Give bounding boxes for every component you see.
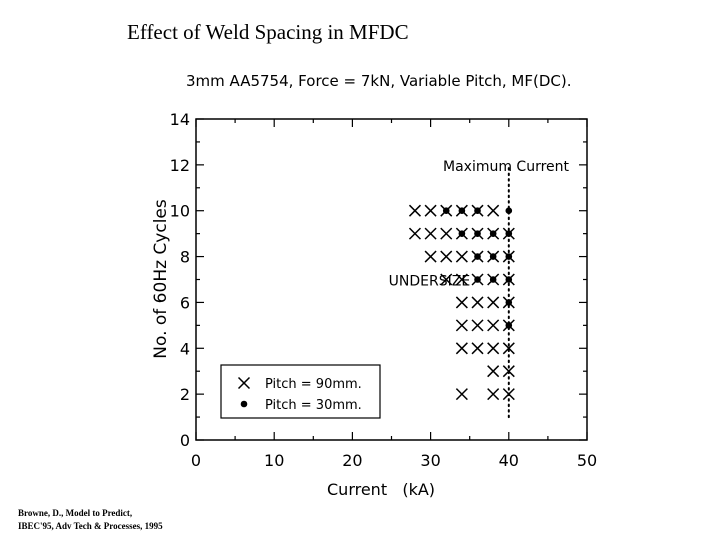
y-tick-label: 2 xyxy=(180,385,190,404)
dot-marker-point xyxy=(505,276,513,283)
x-marker-point xyxy=(487,342,500,355)
y-axis-label: No. of 60Hz Cycles xyxy=(151,199,171,359)
citation-line-2: IBEC'95, Adv Tech & Processes, 1995 xyxy=(18,521,163,531)
x-marker-point xyxy=(440,227,453,240)
y-tick-label: 6 xyxy=(180,293,190,312)
x-axis-label: Current (kA) xyxy=(327,480,435,499)
x-marker-point xyxy=(455,273,468,286)
citation-line-1: Browne, D., Model to Predict, xyxy=(18,508,133,518)
x-marker-point xyxy=(455,342,468,355)
x-marker-point xyxy=(424,250,437,263)
chart-title: 3mm AA5754, Force = 7kN, Variable Pitch,… xyxy=(186,72,571,90)
x-marker-point xyxy=(440,250,453,263)
x-marker-point xyxy=(455,388,468,401)
slide-title: Effect of Weld Spacing in MFDC xyxy=(127,20,409,44)
axis-ticks xyxy=(195,118,588,441)
dot-marker-point xyxy=(505,253,513,260)
annotations: Maximum Current UNDERSIZE xyxy=(389,159,570,290)
undersize-annotation: UNDERSIZE xyxy=(389,274,471,290)
x-tick-label: 40 xyxy=(499,451,519,470)
dot-marker-point xyxy=(474,230,481,237)
dot-marker-point xyxy=(489,276,497,283)
x-marker-point xyxy=(455,296,468,309)
dot-marker-point xyxy=(489,230,497,237)
x-marker-point xyxy=(487,365,500,378)
legend: Pitch = 90mm. Pitch = 30mm. xyxy=(220,364,381,419)
axis-tick-labels: 0 10 20 30 40 50 0 2 4 6 8 10 12 14 xyxy=(170,110,598,470)
dot-marker-point xyxy=(489,253,497,260)
x-marker-point xyxy=(502,342,515,355)
x-tick-label: 10 xyxy=(264,451,284,470)
legend-label: Pitch = 30mm. xyxy=(265,398,362,413)
dot-marker-point xyxy=(505,299,513,306)
x-marker-point xyxy=(471,296,484,309)
citation: Browne, D., Model to Predict, IBEC'95, A… xyxy=(18,507,163,533)
dot-marker-point xyxy=(474,207,481,215)
x-marker-point xyxy=(502,388,515,401)
x-tick-label: 20 xyxy=(342,451,362,470)
x-marker-point xyxy=(487,204,500,217)
y-tick-label: 12 xyxy=(170,156,190,175)
x-marker-point xyxy=(408,204,421,217)
x-marker-point xyxy=(487,296,500,309)
x-marker-point xyxy=(502,365,515,378)
y-tick-label: 10 xyxy=(170,202,190,221)
x-tick-label: 30 xyxy=(420,451,440,470)
legend-dot-marker xyxy=(240,400,248,408)
dot-marker-point xyxy=(505,322,513,329)
dot-marker-point xyxy=(505,207,513,215)
max-current-annotation: Maximum Current xyxy=(443,159,570,175)
data-series xyxy=(408,204,515,401)
legend-box xyxy=(220,364,381,419)
x-marker-point xyxy=(471,342,484,355)
y-tick-label: 0 xyxy=(180,431,190,450)
dot-marker-point xyxy=(442,207,450,215)
x-tick-label: 50 xyxy=(577,451,597,470)
x-marker-point xyxy=(455,319,468,332)
x-marker-point xyxy=(487,319,500,332)
dot-marker-point xyxy=(505,230,513,237)
legend-x-marker xyxy=(237,376,251,390)
legend-label: Pitch = 90mm. xyxy=(265,377,362,392)
x-marker-point xyxy=(408,227,421,240)
x-tick-label: 0 xyxy=(191,451,201,470)
y-tick-label: 4 xyxy=(180,339,190,358)
x-marker-point xyxy=(487,388,500,401)
dot-marker-point xyxy=(474,253,481,260)
dot-marker-point xyxy=(474,276,481,283)
dot-marker-point xyxy=(458,230,466,237)
x-marker-point xyxy=(424,227,437,240)
x-marker-point xyxy=(455,250,468,263)
dot-marker-point xyxy=(458,207,466,215)
x-marker-point xyxy=(440,273,453,286)
y-tick-label: 14 xyxy=(170,110,190,129)
y-tick-label: 8 xyxy=(180,248,190,267)
x-marker-point xyxy=(471,319,484,332)
series-pitch-30mm xyxy=(442,207,513,329)
x-marker-point xyxy=(424,204,437,217)
